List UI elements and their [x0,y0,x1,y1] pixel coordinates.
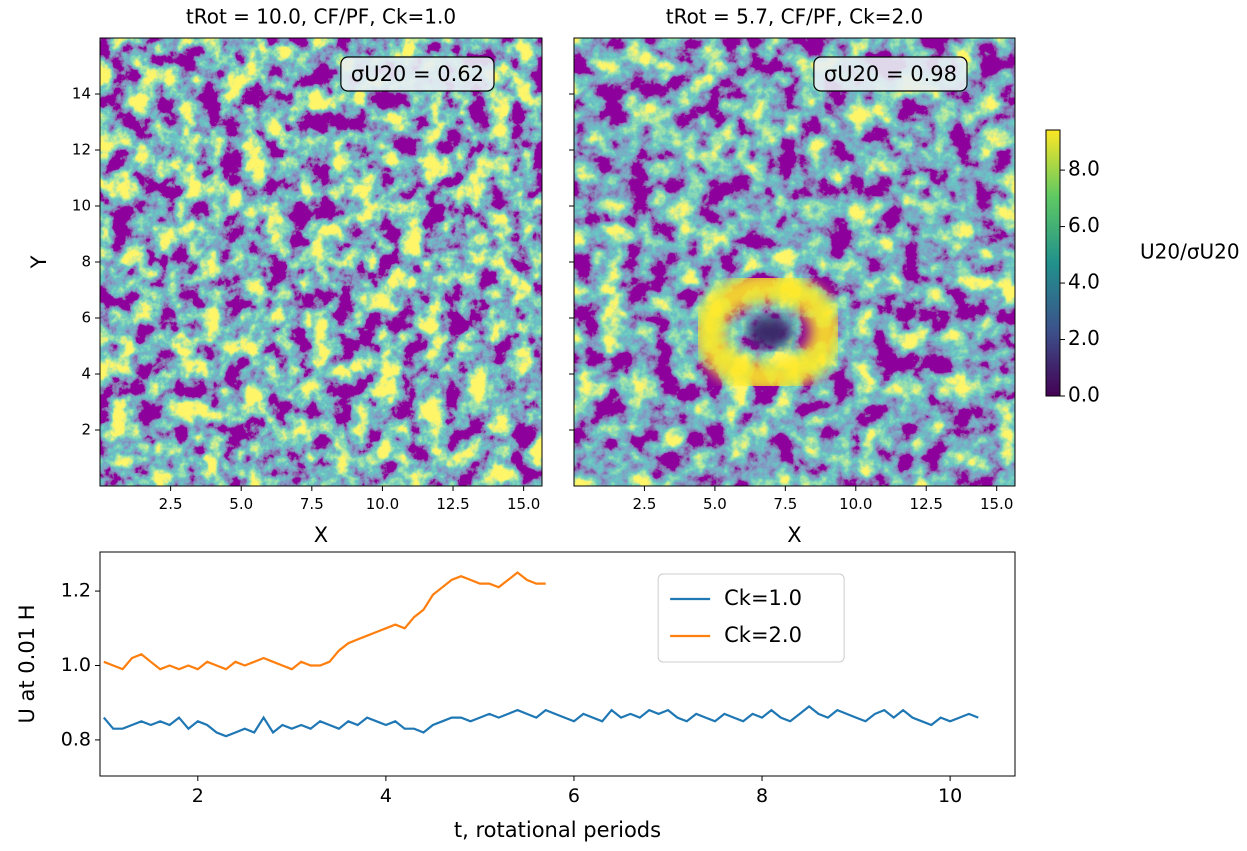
x-tick-label: 4 [380,785,392,807]
line-series [102,704,979,738]
legend-label: Ck=2.0 [724,623,802,647]
colorbar-tick-label: 8.0 [1068,157,1100,181]
x-tick-label: 12.5 [910,495,943,513]
annotation-box [340,56,495,92]
colorbar-tick-label: 4.0 [1068,270,1100,294]
y-tick-label: 8 [81,253,91,271]
annotation-text: σU20 = 0.62 [351,62,484,86]
colorbar-label: U20/σU20 [1140,240,1240,264]
colorbar-tick-label: 6.0 [1068,213,1100,237]
x-axis-label: X [787,523,801,547]
x-axis-label: t, rotational periods [454,818,661,842]
line-series [103,571,546,671]
colorbar [1045,129,1061,397]
x-tick-label: 8 [756,785,768,807]
legend: Ck=1.0 Ck=2.0 [657,573,845,663]
y-tick-label: 6 [81,309,91,327]
x-tick-label: 7.5 [773,495,797,513]
annotation: σU20 = 0.98 [813,56,968,92]
y-tick-label: 0.8 [61,728,91,750]
heatmap-field [100,38,542,486]
x-tick-label: 12.5 [436,495,469,513]
x-tick-label: 6 [568,785,580,807]
colorbar-tick-label: 0.0 [1068,383,1100,407]
y-tick-label: 14 [72,85,91,103]
vortex [695,272,841,392]
annotation: σU20 = 0.62 [340,56,495,92]
x-tick-label: 15.0 [507,495,540,513]
x-tick-label: 5.0 [229,495,253,513]
x-tick-label: 10.0 [839,495,872,513]
y-tick-label: 4 [81,365,91,383]
legend-label: Ck=1.0 [724,586,802,610]
axes-frame [99,551,1016,777]
x-tick-label: 5.0 [703,495,727,513]
x-tick-label: 2.5 [633,495,657,513]
x-tick-label: 10 [938,785,962,807]
colorbar-tick-label: 2.0 [1068,326,1100,350]
x-tick-label: 7.5 [300,495,324,513]
axes-frame [99,37,543,487]
legend-box [657,573,845,663]
x-tick-label: 15.0 [980,495,1013,513]
y-tick-label: 12 [72,141,91,159]
axes-frame [573,37,1016,487]
heatmap-field [574,38,1015,486]
y-tick-label: 2 [81,421,91,439]
chart-title: tRot = 10.0, CF/PF, Ck=1.0 [186,5,456,29]
y-tick-label: 10 [72,197,91,215]
annotation-box [813,56,968,92]
y-tick-label: 1.2 [61,580,91,602]
x-tick-label: 2 [192,785,204,807]
annotation-text: σU20 = 0.98 [824,62,957,86]
x-tick-label: 10.0 [366,495,399,513]
y-tick-label: 1.0 [61,654,91,676]
y-axis-label: Y [27,255,51,269]
x-tick-label: 2.5 [159,495,183,513]
chart-title: tRot = 5.7, CF/PF, Ck=2.0 [666,5,924,29]
y-axis-label: U at 0.01 H [15,604,39,723]
x-axis-label: X [314,523,328,547]
